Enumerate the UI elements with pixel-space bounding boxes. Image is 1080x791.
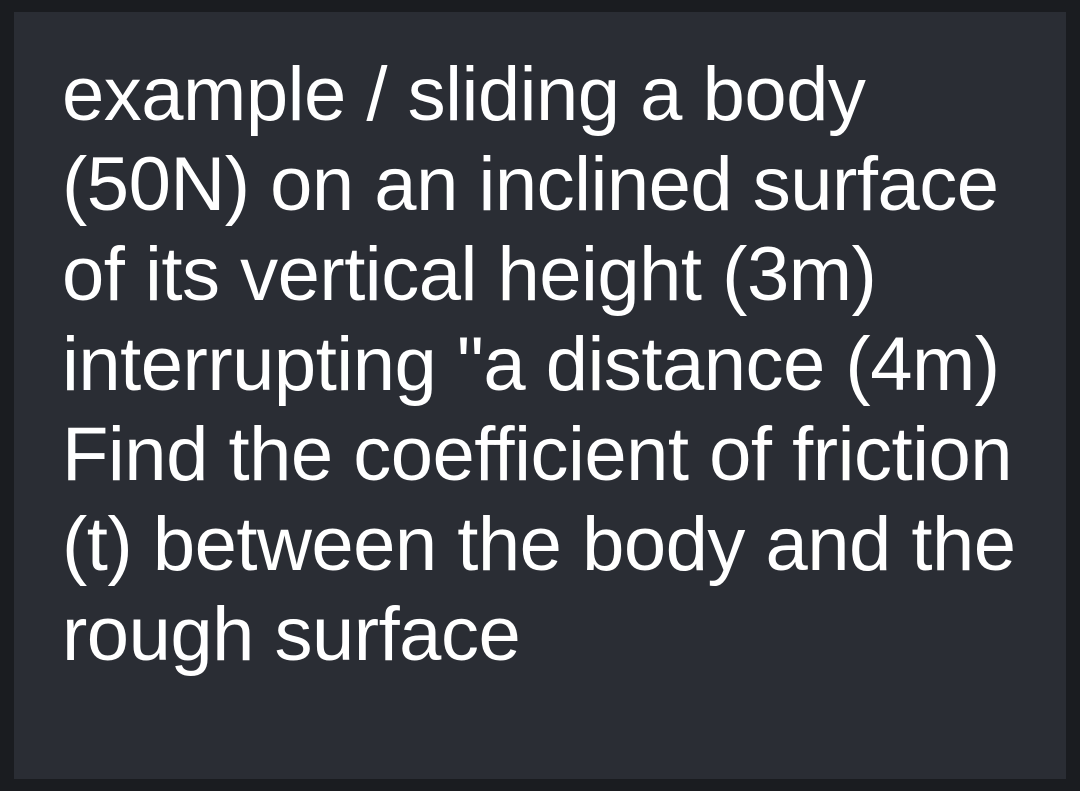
text-panel: example / sliding a body (50N) on an inc… bbox=[14, 12, 1066, 779]
problem-text: example / sliding a body (50N) on an inc… bbox=[62, 50, 1018, 680]
